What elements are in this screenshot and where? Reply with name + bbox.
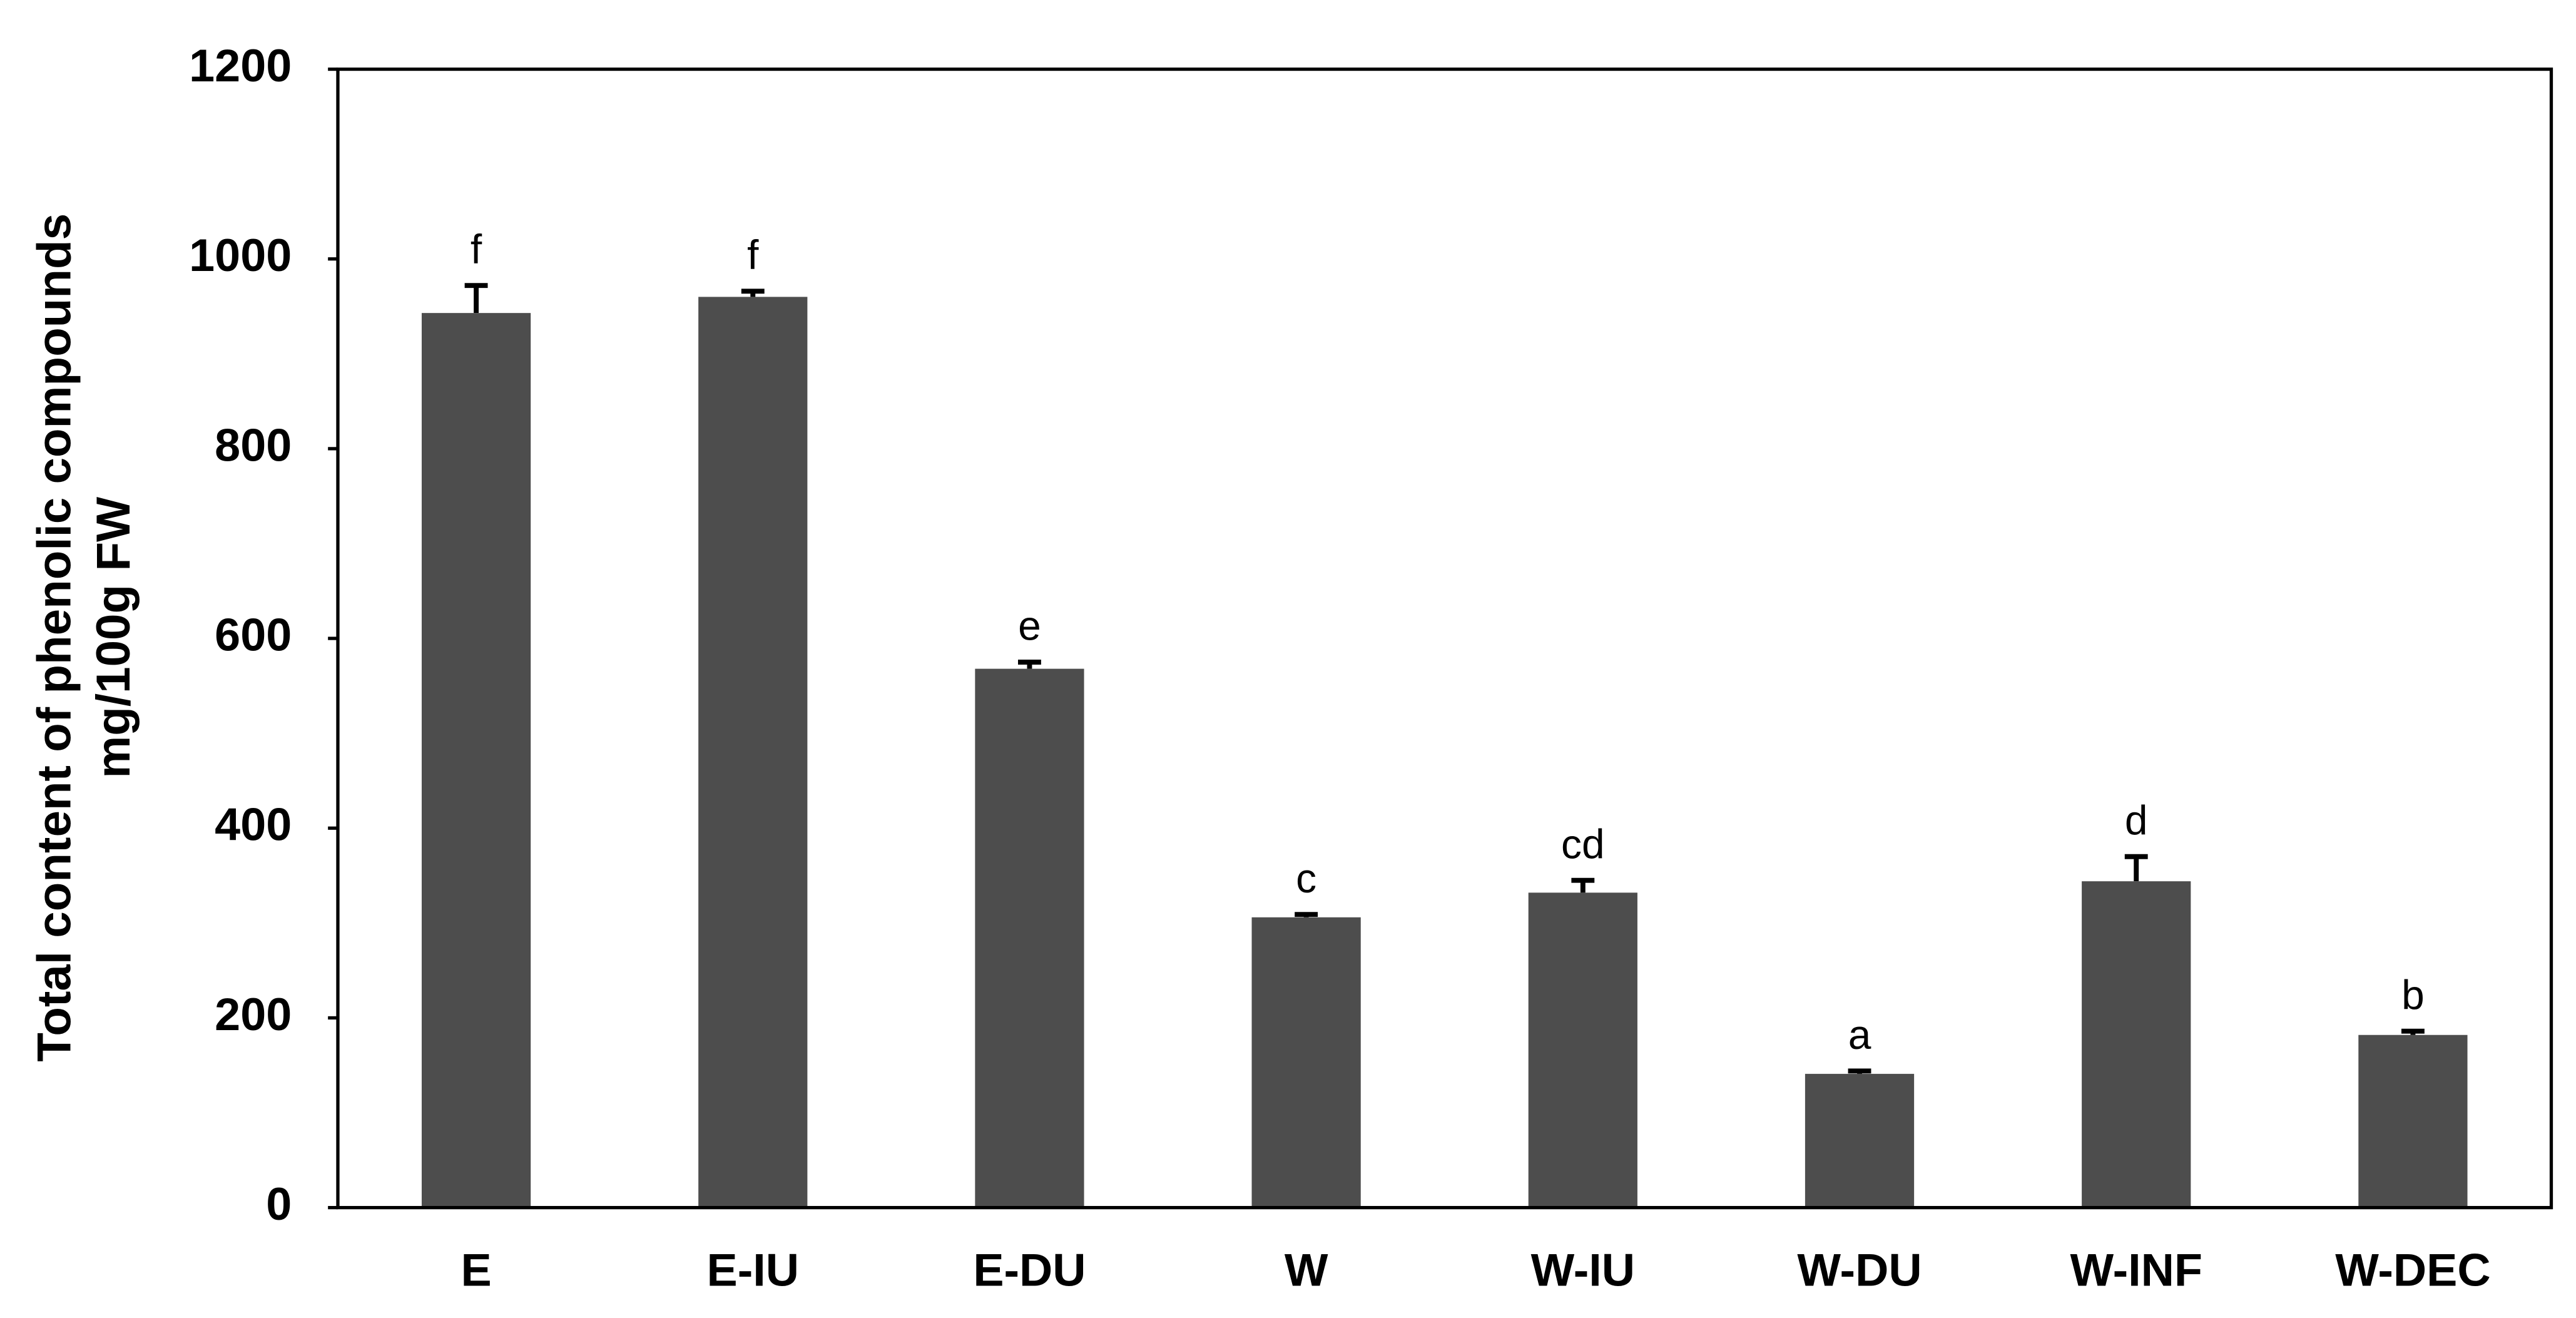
x-tick-label: E-IU bbox=[707, 1244, 799, 1295]
x-tick-label: W bbox=[1285, 1244, 1328, 1295]
bar bbox=[421, 313, 531, 1208]
significance-letter: f bbox=[471, 226, 482, 272]
x-tick-label: E bbox=[461, 1244, 491, 1295]
x-tick-label: W-DEC bbox=[2335, 1244, 2490, 1295]
y-tick-label: 600 bbox=[215, 609, 292, 661]
significance-letter: c bbox=[1296, 855, 1316, 901]
y-tick-label: 200 bbox=[215, 988, 292, 1040]
significance-letter: b bbox=[2401, 971, 2425, 1018]
y-tick-label: 400 bbox=[215, 799, 292, 851]
x-tick-label: W-INF bbox=[2070, 1244, 2202, 1295]
significance-letter: d bbox=[2125, 797, 2148, 843]
bar bbox=[1528, 892, 1637, 1208]
bar bbox=[1805, 1073, 1915, 1208]
y-tick-label: 1000 bbox=[189, 229, 292, 281]
significance-letter: e bbox=[1018, 603, 1041, 649]
significance-letter: f bbox=[747, 232, 759, 278]
x-tick-label: E-DU bbox=[973, 1244, 1086, 1295]
y-tick-label: 1200 bbox=[189, 39, 292, 91]
bar bbox=[975, 668, 1084, 1208]
y-axis-title-line: mg/100g FW bbox=[87, 497, 140, 779]
bar bbox=[698, 297, 808, 1208]
bar bbox=[1251, 917, 1361, 1208]
y-tick-label: 800 bbox=[215, 419, 292, 471]
plot-frame bbox=[336, 67, 2553, 1210]
significance-letter: cd bbox=[1561, 820, 1605, 867]
y-tick-label: 0 bbox=[266, 1178, 292, 1230]
x-tick-label: W-IU bbox=[1531, 1244, 1635, 1295]
y-axis-title: Total content of phenolic compounds mg/1… bbox=[28, 213, 140, 1062]
x-tick-label: W-DU bbox=[1797, 1244, 1922, 1295]
significance-letter: a bbox=[1848, 1011, 1871, 1058]
bar bbox=[2358, 1034, 2468, 1208]
y-axis-title-line: Total content of phenolic compounds bbox=[28, 213, 81, 1062]
bar bbox=[2082, 881, 2191, 1208]
